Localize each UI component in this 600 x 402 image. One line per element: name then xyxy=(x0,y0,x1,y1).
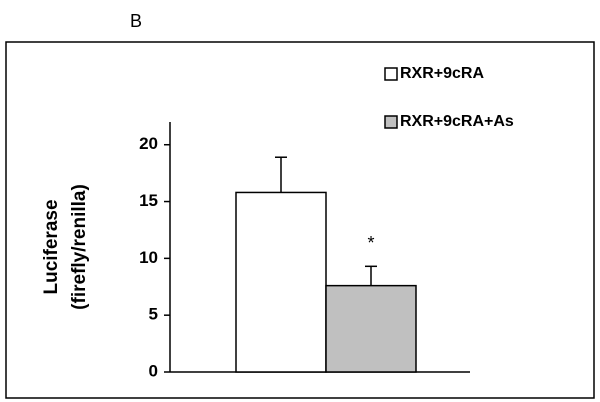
legend-label: RXR+9cRA+As xyxy=(400,113,514,130)
y-tick-label: 5 xyxy=(149,305,158,324)
bar xyxy=(325,284,417,373)
y-axis-label: (firefly/renilla) xyxy=(69,184,90,310)
panel-label: B xyxy=(130,11,142,31)
bar xyxy=(235,191,327,373)
y-tick-label: 20 xyxy=(139,134,158,153)
y-tick-label: 10 xyxy=(139,248,158,267)
annotation: * xyxy=(367,233,374,253)
legend-label: RXR+9cRA xyxy=(400,65,484,82)
error-bar xyxy=(275,156,287,193)
legend-swatch xyxy=(384,115,398,129)
y-tick-label: 0 xyxy=(149,361,158,380)
frame xyxy=(5,41,595,399)
error-bar xyxy=(365,265,377,286)
y-tick-label: 15 xyxy=(139,191,158,210)
y-axis-label: Luciferase xyxy=(41,199,62,294)
legend-swatch xyxy=(384,67,398,81)
